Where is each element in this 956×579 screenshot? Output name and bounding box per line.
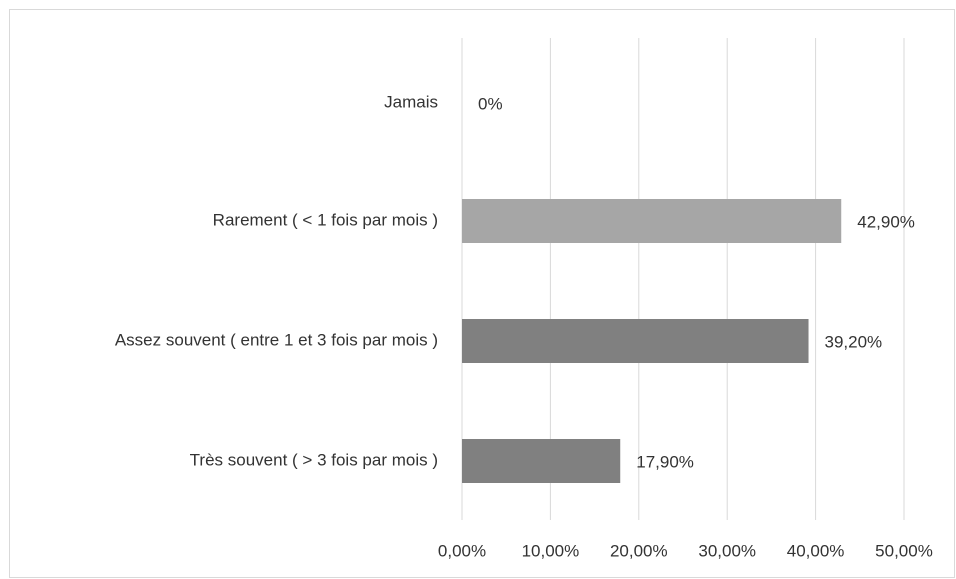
y-tick-label: Jamais (384, 92, 438, 111)
data-label: 17,90% (636, 452, 694, 471)
y-tick-label: Assez souvent ( entre 1 et 3 fois par mo… (115, 330, 438, 349)
x-tick-label: 30,00% (698, 541, 756, 560)
y-tick-label: Très souvent ( > 3 fois par mois ) (190, 450, 438, 469)
y-tick-label: Rarement ( < 1 fois par mois ) (213, 210, 438, 229)
data-label: 42,90% (857, 212, 915, 231)
data-label: 0% (478, 94, 503, 113)
bar (462, 319, 809, 363)
x-tick-label: 40,00% (787, 541, 845, 560)
data-label: 39,20% (825, 332, 883, 351)
x-tick-label: 10,00% (522, 541, 580, 560)
x-tick-label: 50,00% (875, 541, 933, 560)
x-tick-label: 20,00% (610, 541, 668, 560)
bar (462, 439, 621, 483)
bar (462, 199, 842, 243)
x-tick-label: 0,00% (438, 541, 486, 560)
